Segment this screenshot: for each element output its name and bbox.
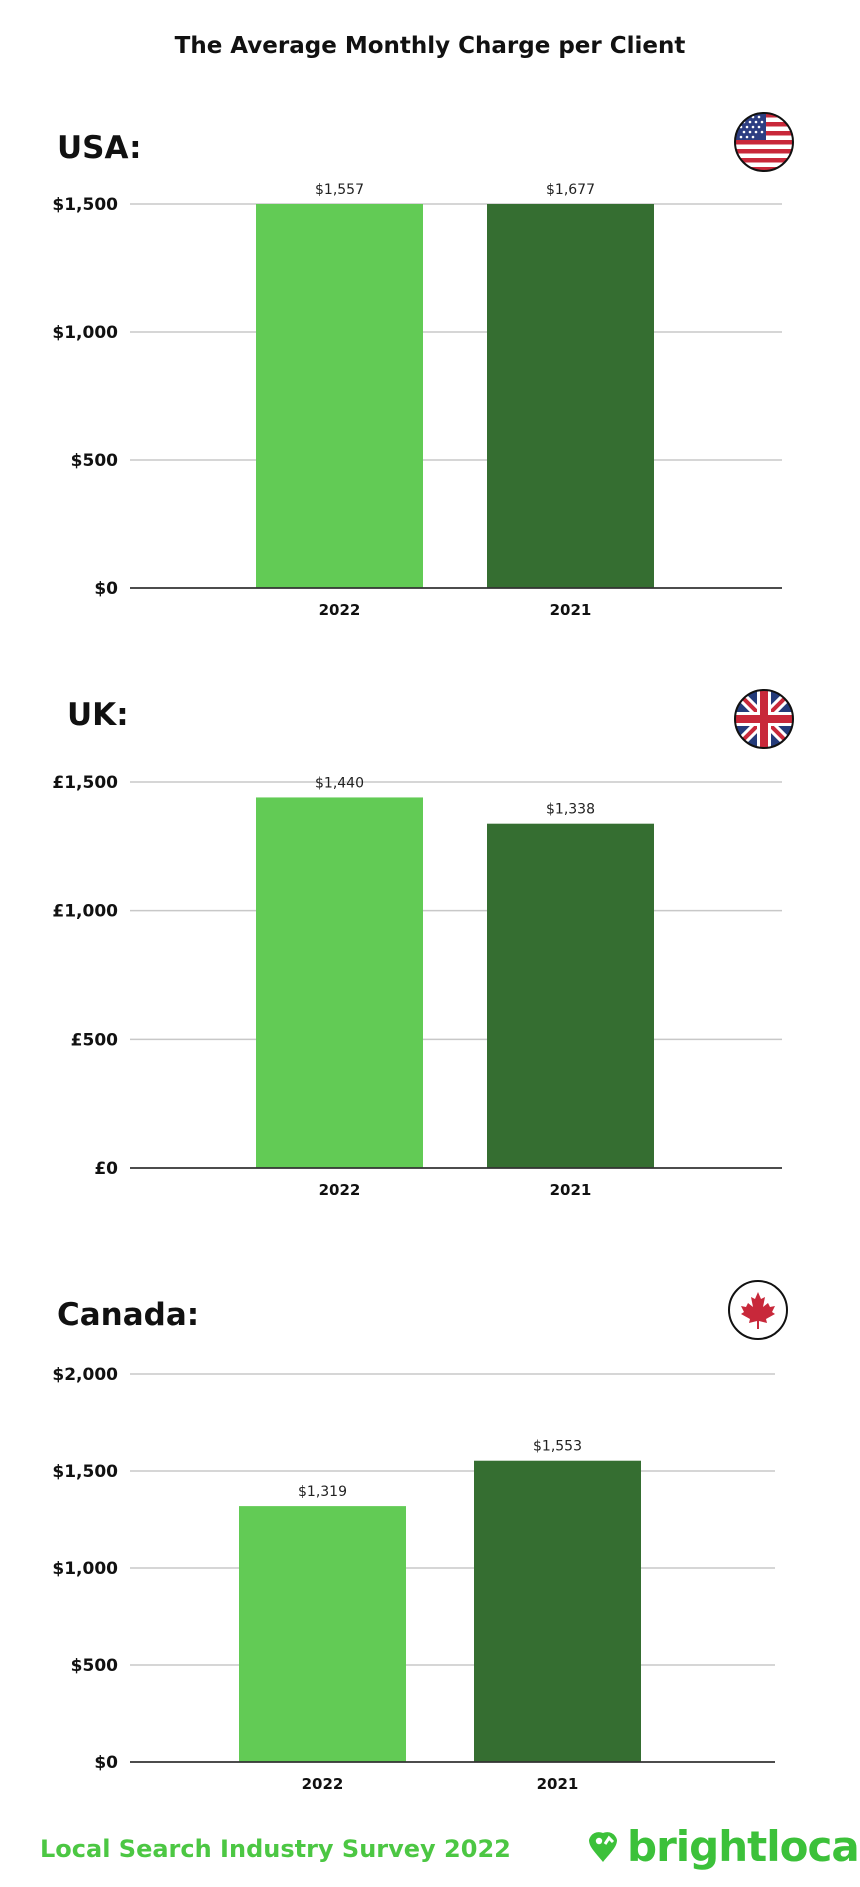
brand-name: brightlocal <box>627 1821 860 1871</box>
y-tick-label: $1,500 <box>52 1462 118 1482</box>
bar-chart-uk: £0 £500 £1,000 £1,500 $1,440 2022 $1,338 2021 <box>52 773 782 1199</box>
value-label: $1,553 <box>533 1439 582 1455</box>
y-tick-label: £500 <box>71 1030 118 1050</box>
y-tick-label: $1,000 <box>52 1559 118 1579</box>
value-label: $1,677 <box>546 182 595 198</box>
y-tick-label: £0 <box>94 1159 118 1179</box>
page-title: The Average Monthly Charge per Client <box>174 33 686 59</box>
y-tick-label: $500 <box>71 451 118 471</box>
value-label: $1,338 <box>546 802 595 818</box>
bar-2021 <box>487 204 654 588</box>
bar-2022 <box>256 204 423 588</box>
brightlocal-pin-icon <box>589 1832 617 1862</box>
category-label: 2021 <box>550 1181 592 1199</box>
y-tick-label: $0 <box>94 1753 118 1773</box>
survey-footer-text: Local Search Industry Survey 2022 <box>40 1835 511 1863</box>
y-tick-label: £1,500 <box>52 773 118 793</box>
uk-flag-icon <box>734 689 794 749</box>
y-tick-label: $0 <box>94 579 118 599</box>
bar-chart-usa: $0 $500 $1,000 $1,500 $1,557 2022 $1,677 2021 <box>52 182 782 619</box>
category-label: 2022 <box>319 1181 361 1199</box>
y-tick-label: £1,000 <box>52 902 118 922</box>
country-title: Canada: <box>57 1297 200 1333</box>
bar-2021 <box>487 823 654 1168</box>
usa-flag-icon <box>734 112 794 172</box>
category-label: 2022 <box>302 1775 344 1793</box>
y-tick-label: $500 <box>71 1656 118 1676</box>
category-label: 2022 <box>319 601 361 619</box>
value-label: $1,440 <box>315 775 364 791</box>
category-label: 2021 <box>550 601 592 619</box>
bar-chart-canada: $0 $500 $1,000 $1,500 $2,000 $1,319 2022 $1,553… <box>52 1365 775 1793</box>
canada-flag-icon <box>728 1280 788 1340</box>
country-title: UK: <box>67 697 129 733</box>
value-label: $1,557 <box>315 182 364 198</box>
bar-2021 <box>474 1460 641 1762</box>
country-title: USA: <box>57 130 142 166</box>
bar-2022 <box>239 1506 406 1762</box>
y-tick-label: $1,000 <box>52 323 118 343</box>
bar-2022 <box>256 797 423 1168</box>
category-label: 2021 <box>537 1775 579 1793</box>
value-label: $1,319 <box>298 1484 347 1500</box>
y-tick-label: $1,500 <box>52 195 118 215</box>
y-tick-label: $2,000 <box>52 1365 118 1385</box>
brightlocal-logo: brightlocal <box>585 1821 860 1871</box>
